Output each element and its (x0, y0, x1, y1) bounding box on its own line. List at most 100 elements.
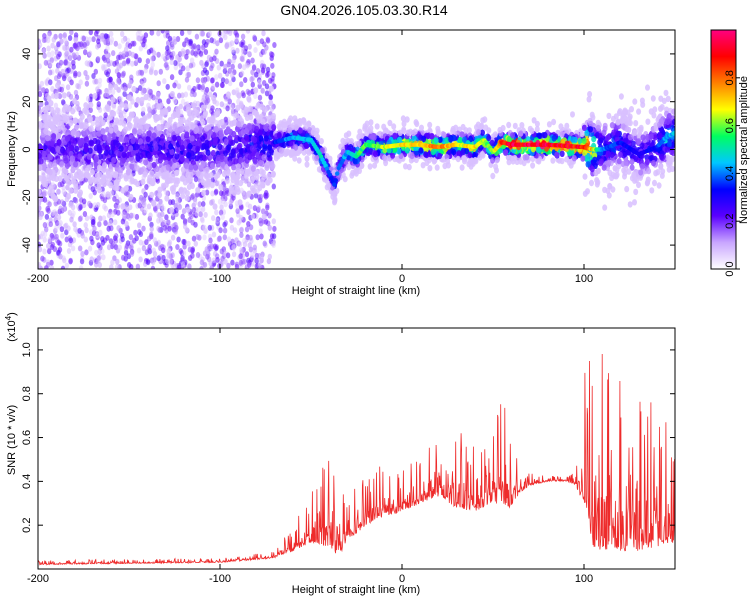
heatmap-cell (240, 56, 245, 63)
heatmap-cell (60, 265, 66, 269)
heatmap-cell (229, 217, 234, 224)
heatmap-cell (173, 221, 178, 228)
heatmap-cell (139, 69, 144, 76)
heatmap-cell (372, 162, 378, 169)
heatmap-cell (213, 125, 219, 133)
heatmap-cell (220, 77, 226, 84)
heatmap-cell (161, 53, 166, 60)
heatmap-cell (49, 244, 55, 250)
heatmap-cell (518, 158, 524, 165)
heatmap-cell (413, 119, 419, 126)
heatmap-cell (199, 30, 204, 37)
heatmap-cell (109, 36, 115, 43)
heatmap-cell (189, 91, 195, 98)
heatmap-cell (68, 55, 73, 61)
heatmap-cell (46, 51, 52, 58)
heatmap-cell (66, 248, 72, 254)
heatmap-cell (240, 33, 246, 40)
heatmap-cell (120, 203, 126, 210)
heatmap-cell (269, 106, 275, 112)
heatmap-cell (156, 255, 161, 262)
heatmap-cell (38, 175, 43, 182)
heatmap-cell (73, 226, 78, 233)
heatmap-cell (256, 39, 261, 46)
heatmap-cell (234, 237, 239, 244)
heatmap-cell (259, 38, 265, 45)
heatmap-cell (83, 236, 89, 243)
heatmap-cell (87, 200, 92, 207)
heatmap-cell (493, 163, 499, 170)
heatmap-cell (141, 245, 147, 252)
heatmap-cell (364, 130, 370, 137)
heatmap-cell (108, 76, 113, 83)
heatmap-cell (38, 234, 41, 241)
heatmap-cell (66, 225, 71, 232)
heatmap-cell (368, 125, 374, 132)
heatmap-cell (102, 197, 108, 204)
heatmap-cell (175, 244, 180, 250)
heatmap-cell (138, 45, 143, 52)
heatmap-cell (156, 217, 161, 224)
heatmap-cell (105, 126, 110, 133)
heatmap-cell (53, 92, 59, 100)
heatmap-cell (87, 36, 93, 43)
heatmap-cell (94, 249, 99, 256)
heatmap-cell (54, 224, 59, 231)
heatmap-cell (90, 169, 95, 176)
heatmap-cell (70, 245, 76, 252)
heatmap-cell (220, 214, 225, 220)
heatmap-cell (50, 234, 56, 241)
heatmap-cell (371, 134, 377, 141)
heatmap-cell (61, 188, 66, 195)
heatmap-cell (50, 42, 55, 49)
heatmap-cell (187, 84, 192, 91)
heatmap-cell (165, 83, 170, 90)
heatmap-cell (119, 101, 125, 108)
heatmap-cell (264, 164, 270, 171)
heatmap-cell (579, 130, 585, 138)
heatmap-cell (202, 224, 207, 231)
heatmap-cell (235, 188, 241, 195)
heatmap-cell (199, 259, 205, 266)
heatmap-cell (175, 197, 180, 204)
heatmap-cell (224, 178, 229, 185)
heatmap-cell (43, 181, 49, 188)
heatmap-cell (51, 175, 56, 182)
heatmap-cell (188, 38, 193, 45)
heatmap-cell (656, 182, 662, 189)
heatmap-cell (180, 50, 185, 57)
heatmap-cell (246, 221, 251, 227)
heatmap-cell (247, 90, 252, 97)
heatmap-cell (95, 86, 100, 93)
heatmap-cell (200, 104, 206, 111)
heatmap-cell (118, 96, 123, 102)
heatmap-cell (486, 127, 492, 134)
heatmap-cell (151, 259, 156, 266)
heatmap-cell (48, 69, 53, 76)
heatmap-cell (206, 54, 212, 61)
heatmap-cell (48, 61, 53, 68)
heatmap-cell (229, 40, 235, 47)
heatmap-cell (87, 245, 93, 252)
heatmap-cell (166, 247, 172, 254)
heatmap-cell (96, 38, 101, 45)
heatmap-cell (172, 82, 177, 89)
heatmap-cell (138, 231, 144, 237)
heatmap-cell (42, 52, 47, 59)
heatmap-cell (237, 63, 243, 70)
heatmap-cell (101, 65, 106, 72)
heatmap-cell (287, 127, 293, 134)
heatmap-cell (69, 30, 74, 36)
heatmap-cell (225, 252, 231, 259)
heatmap-cell (215, 40, 220, 47)
heatmap-cell (170, 112, 176, 120)
heatmap-cell (234, 36, 239, 43)
heatmap-cell (156, 51, 161, 58)
heatmap-cell (42, 196, 48, 203)
heatmap-cell (129, 250, 135, 257)
heatmap-cell (645, 118, 651, 125)
heatmap-cell (53, 102, 59, 109)
heatmap-cell (546, 121, 552, 128)
heatmap-cell (170, 234, 176, 241)
heatmap-cell (459, 164, 465, 171)
